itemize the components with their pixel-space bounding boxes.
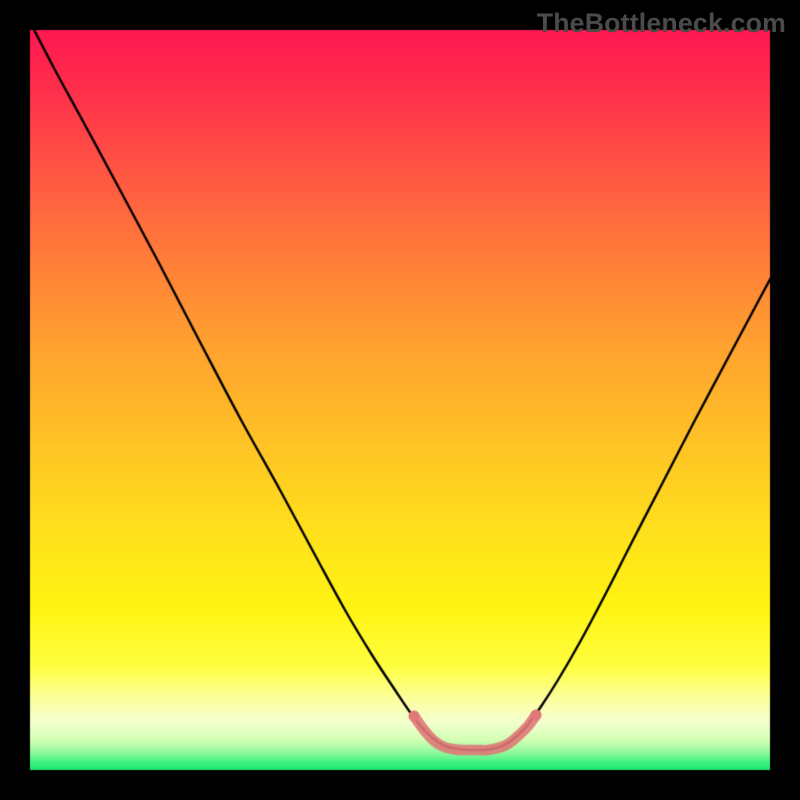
watermark-text: TheBottleneck.com xyxy=(537,8,786,39)
chart-stage: TheBottleneck.com xyxy=(0,0,800,800)
chart-canvas xyxy=(0,0,800,800)
